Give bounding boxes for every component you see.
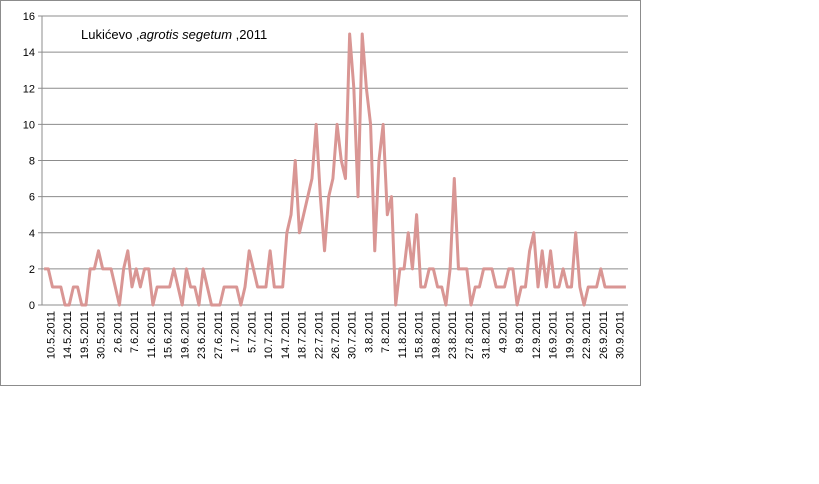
x-tick-label: 15.8.2011	[414, 311, 426, 359]
x-tick-label: 14.7.2011	[280, 311, 292, 359]
x-tick-label: 26.9.2011	[598, 311, 610, 359]
x-tick-label: 3.8.2011	[363, 311, 375, 353]
x-tick-label: 16.9.2011	[548, 311, 560, 359]
series-line	[44, 32, 626, 307]
x-tick-label: 10.7.2011	[263, 311, 275, 359]
title-species: agrotis segetum	[140, 27, 233, 42]
x-tick-label: 22.7.2011	[313, 311, 325, 359]
y-tick-label: 4	[29, 228, 35, 240]
x-tick-label: 14.5.2011	[62, 311, 74, 359]
x-tick-label: 1.7.2011	[230, 311, 242, 353]
title-year: ,2011	[232, 27, 267, 42]
x-tick-label: 23.6.2011	[196, 311, 208, 359]
y-tick-label: 10	[23, 119, 35, 131]
chart-area: 0 2 4 6 8 10 12 14 16 10.5.2011 14.5.2011 19.5.201…	[0, 0, 641, 386]
x-tick-label: 19.9.2011	[564, 311, 576, 359]
x-tick-label: 7.8.2011	[380, 311, 392, 353]
y-axis-ticks: 0 2 4 6 8 10 12 14 16	[23, 11, 35, 312]
y-tick-label: 16	[23, 11, 35, 23]
y-tick-label: 2	[29, 264, 35, 276]
x-tick-label: 19.5.2011	[79, 311, 91, 359]
title-place: Lukićevo ,	[81, 27, 140, 42]
x-axis-ticks: 10.5.2011 14.5.2011 19.5.2011 30.5.2011 2.6.…	[45, 311, 626, 359]
y-tick-label: 0	[29, 300, 35, 312]
chart-title: Lukićevo ,agrotis segetum ,2011	[81, 27, 267, 42]
x-tick-label: 12.9.2011	[531, 311, 543, 359]
x-tick-label: 4.9.2011	[497, 311, 509, 353]
x-tick-label: 19.6.2011	[179, 311, 191, 359]
x-tick-label: 22.9.2011	[581, 311, 593, 359]
x-tick-label: 7.6.2011	[129, 311, 141, 353]
x-tick-label: 27.8.2011	[464, 311, 476, 359]
y-tick-label: 14	[23, 47, 35, 59]
x-tick-label: 26.7.2011	[330, 311, 342, 359]
x-tick-label: 23.8.2011	[447, 311, 459, 359]
x-tick-label: 30.9.2011	[615, 311, 627, 359]
x-tick-label: 5.7.2011	[246, 311, 258, 353]
y-tick-label: 6	[29, 192, 35, 204]
line-chart: 0 2 4 6 8 10 12 14 16 10.5.2011 14.5.2011 19.5.201…	[23, 11, 628, 359]
x-tick-label: 19.8.2011	[430, 311, 442, 359]
x-tick-label: 30.7.2011	[347, 311, 359, 359]
x-tick-label: 10.5.2011	[45, 311, 57, 359]
x-tick-label: 15.6.2011	[163, 311, 175, 359]
x-tick-label: 31.8.2011	[481, 311, 493, 359]
x-tick-label: 30.5.2011	[96, 311, 108, 359]
y-tick-label: 8	[29, 156, 35, 168]
x-tick-label: 11.6.2011	[146, 311, 158, 358]
x-tick-label: 27.6.2011	[213, 311, 225, 359]
x-tick-label: 11.8.2011	[397, 311, 409, 358]
y-tick-label: 12	[23, 83, 35, 95]
x-tick-label: 8.9.2011	[514, 311, 526, 353]
x-tick-label: 18.7.2011	[297, 311, 309, 359]
x-tick-label: 2.6.2011	[112, 311, 124, 353]
